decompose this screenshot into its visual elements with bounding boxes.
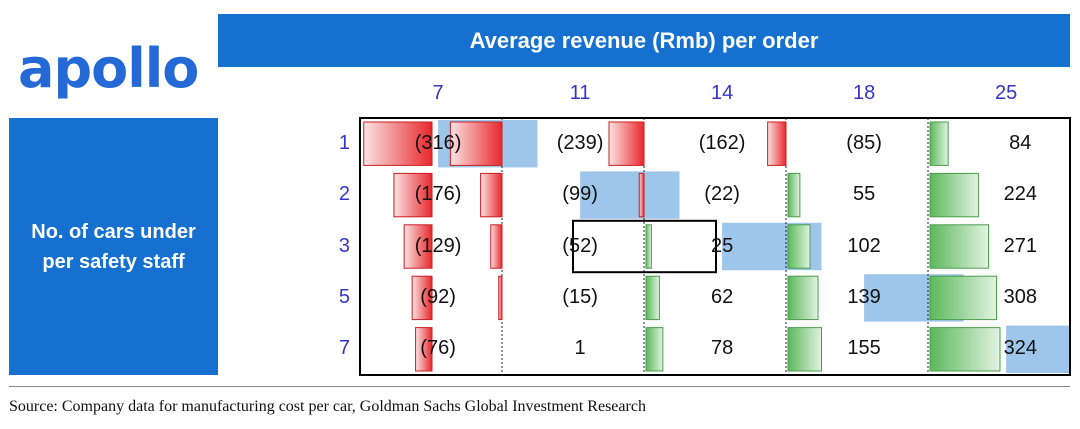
negative-bar	[363, 121, 433, 166]
cell-value-label: 155	[847, 337, 881, 360]
negative-bar	[480, 172, 503, 218]
cell-value-label: 84	[1009, 131, 1032, 154]
cell-value-label: 55	[852, 183, 876, 206]
positive-bar	[929, 327, 1001, 372]
cell-value-label: 1	[574, 337, 586, 360]
negative-bar	[490, 224, 503, 269]
negative-bar	[393, 172, 433, 218]
cell-value-label: (76)	[420, 337, 456, 360]
column-tick-label: 7	[432, 82, 444, 104]
negative-bar	[403, 224, 433, 269]
row-tick-label: 5	[338, 285, 350, 308]
negative-bar	[608, 121, 645, 166]
column-header-title: Average revenue (Rmb) per order	[218, 14, 1070, 67]
positive-bar	[787, 172, 801, 218]
positive-bar	[787, 327, 822, 372]
positive-bar	[929, 121, 949, 166]
cell-value-label: (176)	[414, 183, 462, 206]
positive-bar	[929, 172, 979, 218]
positive-bar	[645, 275, 660, 321]
cell-value-label: (129)	[414, 234, 462, 257]
highlight-cell	[722, 222, 786, 271]
negative-bar	[449, 121, 503, 166]
highlight-cell	[864, 274, 928, 322]
negative-bar	[415, 327, 433, 372]
negative-bar	[638, 172, 645, 218]
logo-text: apollo	[18, 37, 199, 100]
row-tick-label: 1	[338, 131, 350, 154]
cell-value-label: (15)	[562, 285, 598, 308]
column-tick-label: 18	[852, 82, 876, 104]
cell-value-label: (52)	[562, 234, 598, 257]
cell-value-label: (85)	[846, 131, 882, 154]
negative-bar	[498, 275, 503, 321]
cell-value-label: 308	[1003, 285, 1037, 308]
cell-value-label: 25	[710, 234, 734, 257]
cell-value-label: 78	[710, 337, 734, 360]
table-frame	[359, 117, 1071, 376]
positive-bar	[645, 327, 664, 372]
highlight-cell	[1006, 325, 1070, 373]
cell-value-label: 224	[1003, 183, 1037, 206]
highlight-cell	[502, 120, 538, 168]
row-tick-label: 7	[338, 337, 350, 360]
cell-value-label: (162)	[698, 131, 746, 154]
cell-value-label: 271	[1003, 234, 1037, 257]
row-header-title: No. of cars under per safety staff	[9, 118, 218, 375]
cell-value-label: (316)	[414, 131, 462, 154]
row-tick-label: 3	[338, 234, 350, 257]
cell-value-label: (99)	[562, 183, 598, 206]
positive-bar	[929, 275, 998, 321]
source-note: Source: Company data for manufacturing c…	[9, 398, 646, 415]
highlight-cell	[580, 171, 644, 219]
boxed-cell	[572, 219, 717, 274]
apollo-logo: apollo	[18, 37, 199, 100]
cell-value-label: (239)	[556, 131, 604, 154]
positive-bar	[787, 275, 819, 321]
cell-value-label: 139	[847, 285, 881, 308]
cell-value-label: 62	[710, 285, 734, 308]
positive-bar	[645, 224, 652, 269]
cell-value-label: 102	[847, 234, 881, 257]
cell-value-label: 324	[1003, 337, 1037, 360]
negative-bar	[767, 121, 787, 166]
cell-value-label: (22)	[704, 183, 740, 206]
column-tick-label: 14	[710, 82, 734, 104]
column-tick-label: 25	[994, 82, 1018, 104]
cell-value-label: (92)	[420, 285, 456, 308]
negative-bar	[411, 275, 433, 321]
highlight-cell	[644, 171, 680, 219]
footer-divider	[9, 386, 1070, 387]
row-tick-label: 2	[338, 183, 350, 206]
positive-bar	[929, 224, 990, 269]
column-tick-label: 11	[569, 82, 591, 104]
positive-bar	[787, 224, 811, 269]
